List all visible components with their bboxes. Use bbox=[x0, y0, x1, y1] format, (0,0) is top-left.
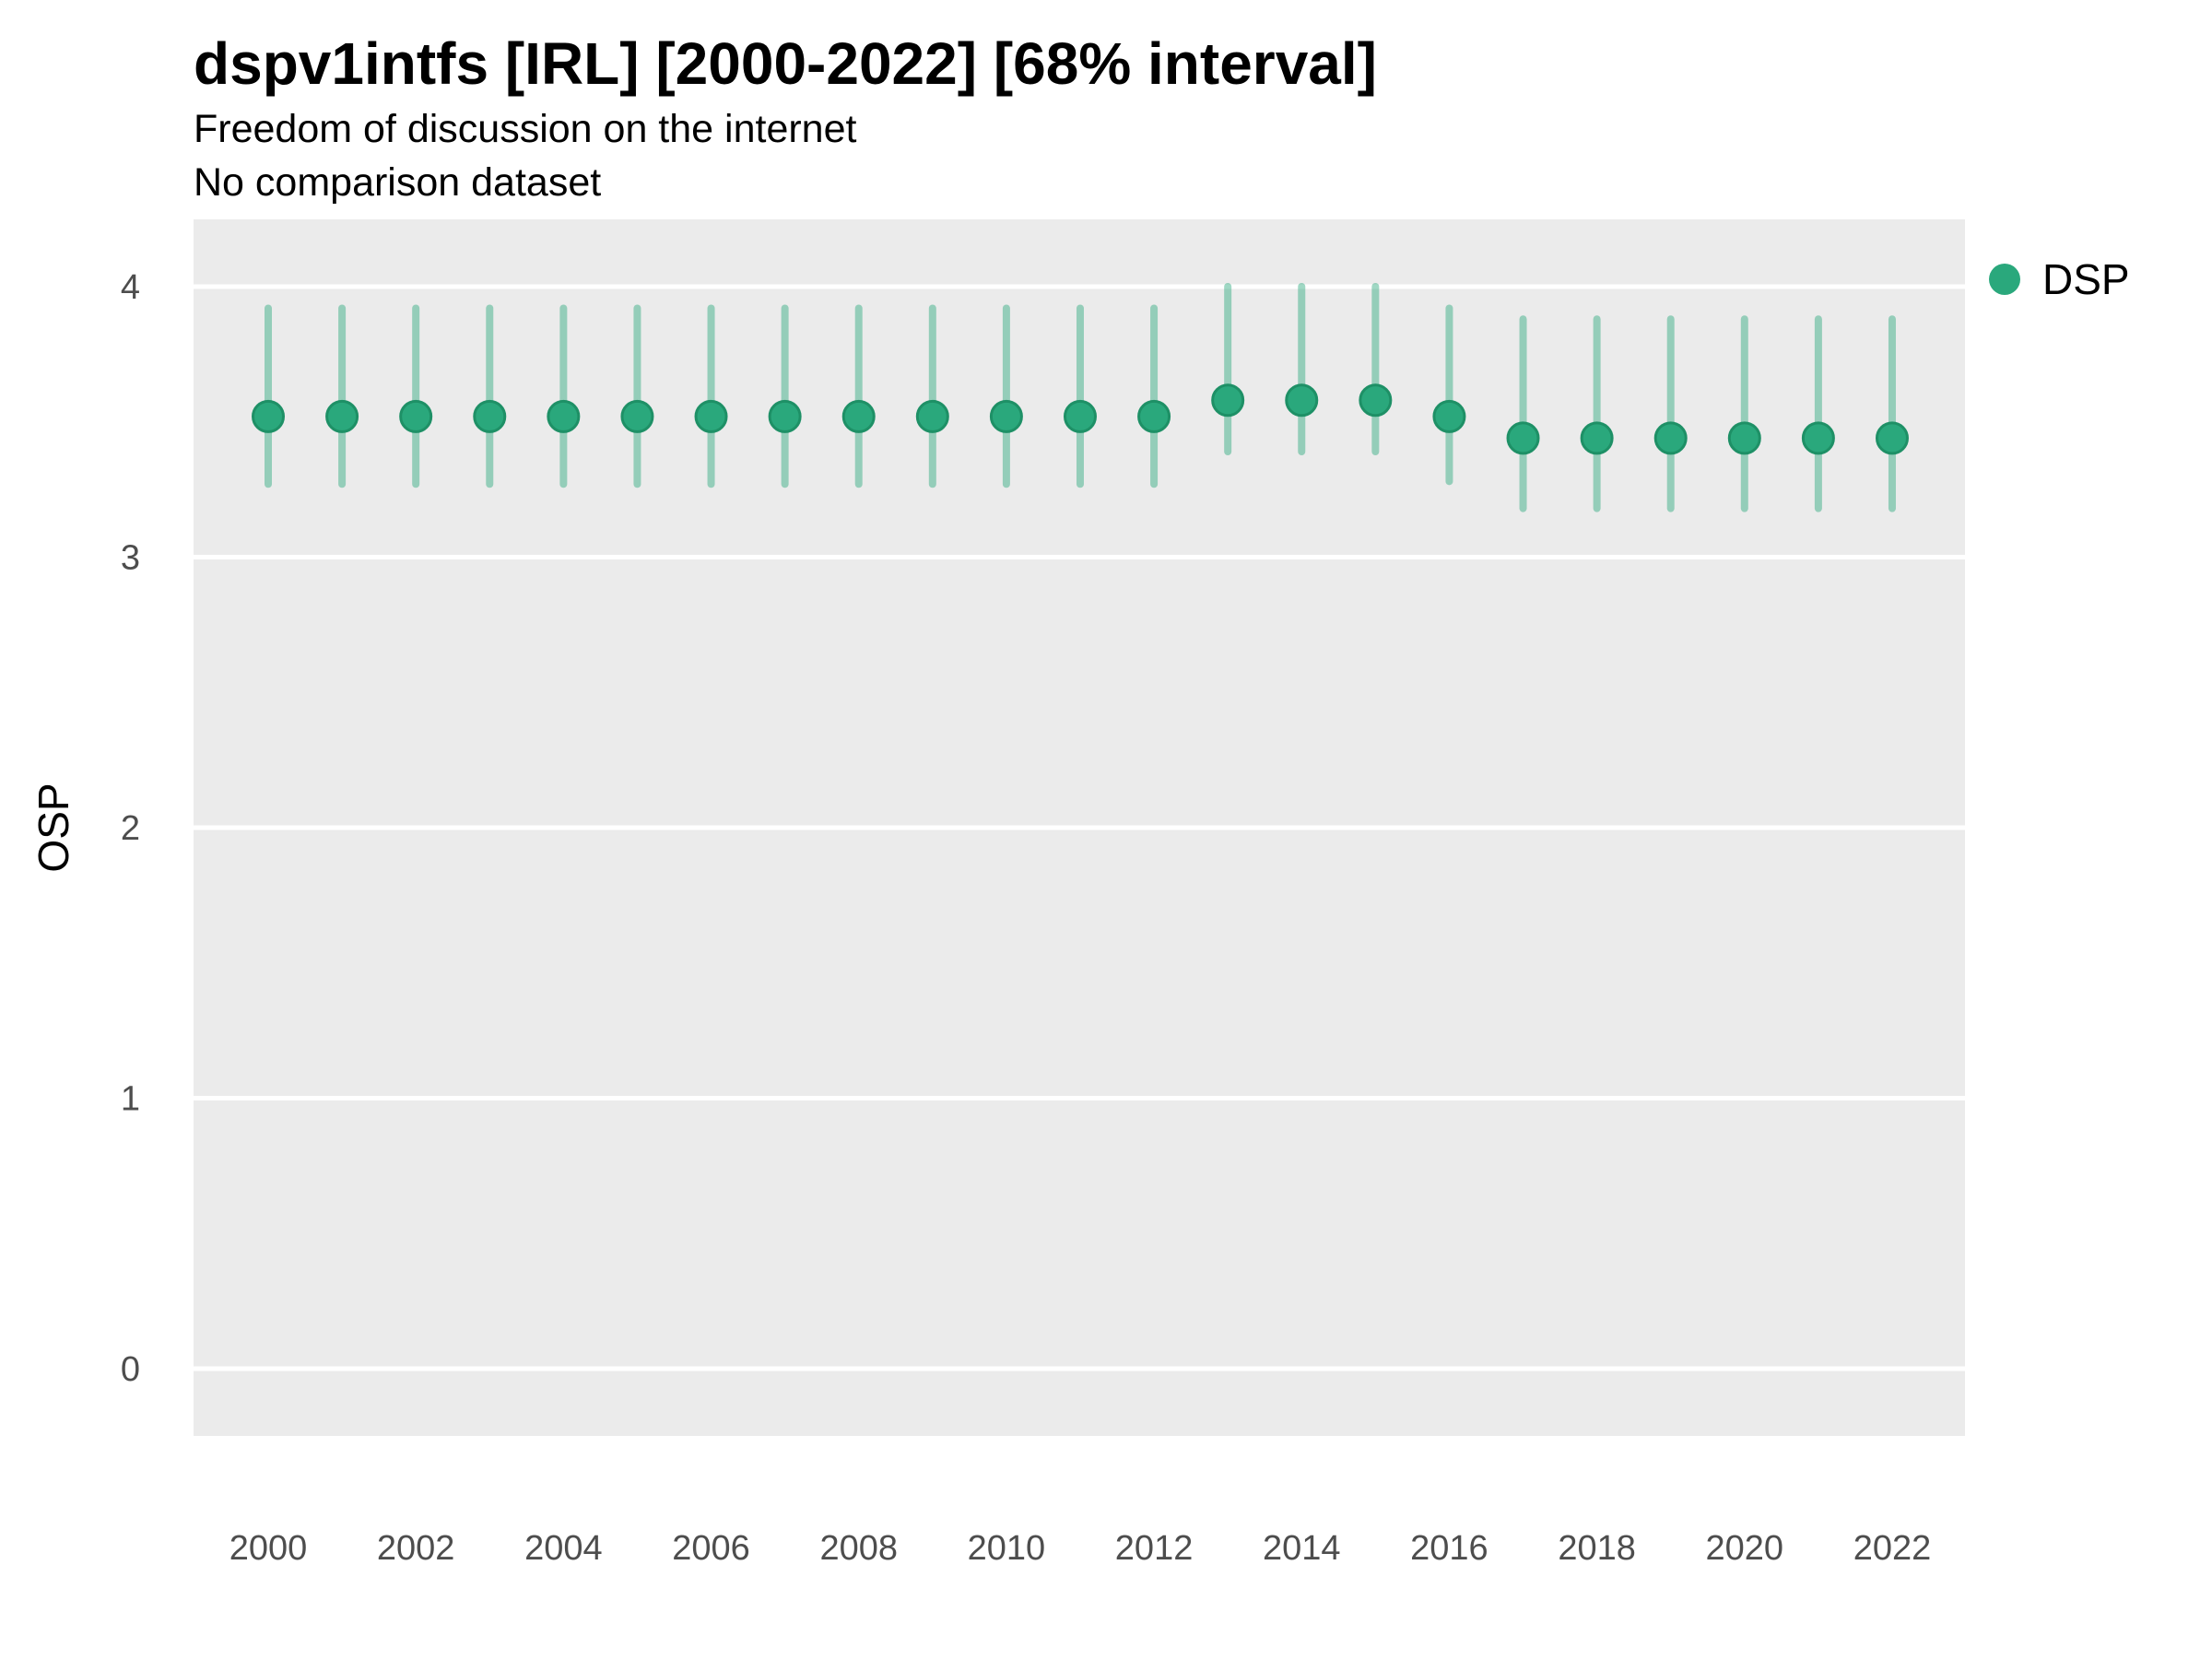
point-2010 bbox=[989, 399, 1023, 433]
point-2015 bbox=[1359, 383, 1393, 418]
point-2006 bbox=[694, 399, 728, 433]
point-2009 bbox=[915, 399, 949, 433]
x-tick-label-2014: 2014 bbox=[1263, 1529, 1341, 1568]
point-2007 bbox=[768, 399, 802, 433]
point-2005 bbox=[620, 399, 654, 433]
point-2003 bbox=[473, 399, 507, 433]
point-2019 bbox=[1653, 421, 1688, 455]
point-2012 bbox=[1137, 399, 1171, 433]
point-2021 bbox=[1801, 421, 1835, 455]
legend: DSP bbox=[1989, 254, 2130, 304]
x-tick-label-2022: 2022 bbox=[1853, 1529, 1932, 1568]
y-axis-title: OSP bbox=[29, 782, 77, 873]
x-tick-label-2020: 2020 bbox=[1706, 1529, 1784, 1568]
point-2022 bbox=[1875, 421, 1909, 455]
point-2002 bbox=[399, 399, 433, 433]
x-tick-label-2004: 2004 bbox=[524, 1529, 603, 1568]
y-tick-label-1: 1 bbox=[121, 1080, 140, 1119]
point-2004 bbox=[547, 399, 581, 433]
point-2011 bbox=[1063, 399, 1097, 433]
point-2014 bbox=[1285, 383, 1319, 418]
chart-subtitle: Freedom of discussion on the internet bbox=[194, 107, 857, 151]
point-2020 bbox=[1727, 421, 1761, 455]
x-tick-label-2016: 2016 bbox=[1410, 1529, 1488, 1568]
point-2017 bbox=[1506, 421, 1540, 455]
y-tick-label-2: 2 bbox=[121, 809, 140, 848]
legend-label-dsp: DSP bbox=[2042, 255, 2130, 303]
x-tick-label-2002: 2002 bbox=[377, 1529, 455, 1568]
y-tick-label-4: 4 bbox=[121, 268, 140, 307]
point-2016 bbox=[1432, 399, 1466, 433]
x-tick-label-2018: 2018 bbox=[1558, 1529, 1636, 1568]
y-tick-label-0: 0 bbox=[121, 1350, 140, 1389]
x-tick-label-2012: 2012 bbox=[1115, 1529, 1194, 1568]
chart-title: dspv1intfs [IRL] [2000-2022] [68% interv… bbox=[194, 30, 1377, 97]
x-tick-label-2000: 2000 bbox=[229, 1529, 308, 1568]
point-2018 bbox=[1580, 421, 1614, 455]
legend-dot-dsp bbox=[1989, 264, 2020, 295]
chart-subtitle-2: No comparison dataset bbox=[194, 160, 602, 205]
y-tick-label-3: 3 bbox=[121, 539, 140, 578]
x-tick-label-2010: 2010 bbox=[968, 1529, 1046, 1568]
point-2008 bbox=[841, 399, 876, 433]
point-2013 bbox=[1211, 383, 1245, 418]
x-tick-label-2008: 2008 bbox=[819, 1529, 898, 1568]
x-tick-label-2006: 2006 bbox=[672, 1529, 750, 1568]
point-2001 bbox=[325, 399, 359, 433]
point-2000 bbox=[252, 399, 285, 433]
